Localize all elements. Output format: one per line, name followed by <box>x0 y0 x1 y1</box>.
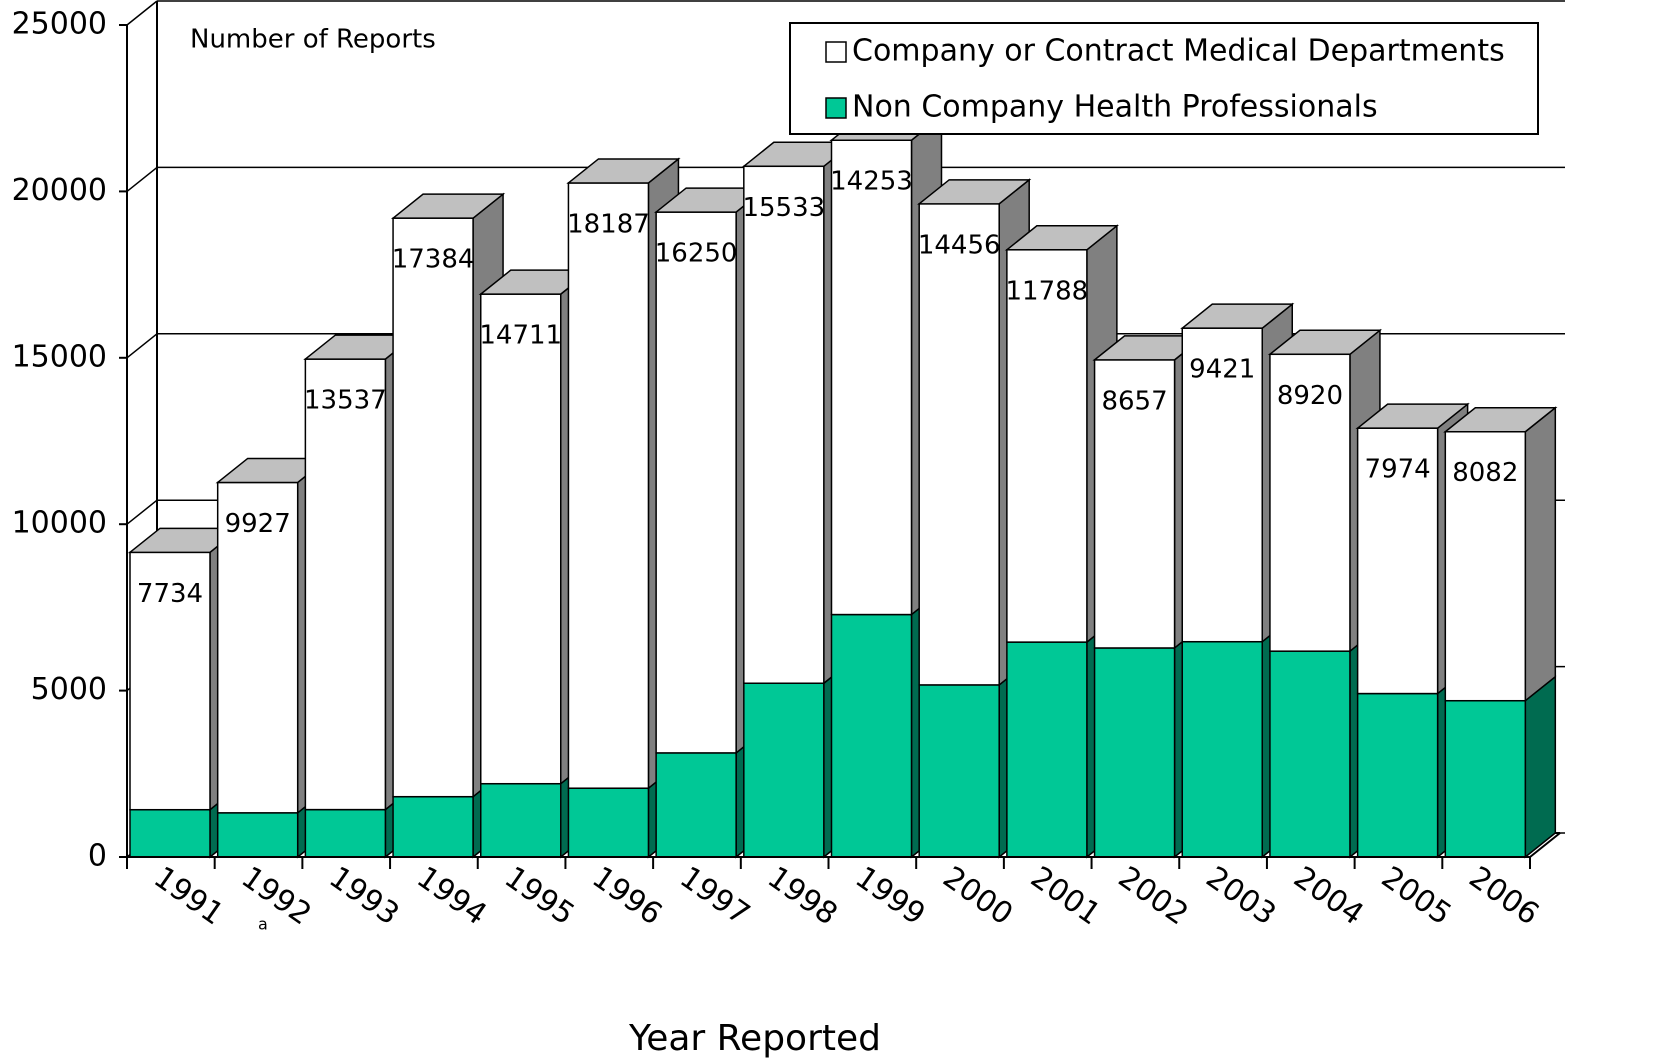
x-tick-label: 2004 <box>1287 860 1370 932</box>
bar-top <box>390 193 506 219</box>
value-label: 8082 <box>1452 458 1518 488</box>
x-tick-label: 1992 <box>235 860 318 932</box>
bar-top <box>566 158 681 184</box>
grid-line-side <box>126 499 158 525</box>
bars: 1421773413279927142413537181217384220214… <box>127 114 1558 859</box>
bar <box>1006 641 1088 858</box>
x-tick-label: 2006 <box>1463 860 1546 932</box>
value-label: 9927 <box>225 509 291 539</box>
bar <box>216 812 299 858</box>
x-tick-label: 1993 <box>323 860 406 932</box>
value-label: 18187 <box>567 209 650 239</box>
x-axis-label: Year Reported <box>628 1018 881 1059</box>
bar-top <box>1355 403 1470 429</box>
bar <box>1269 650 1351 858</box>
x-tick-label: 2002 <box>1112 860 1195 932</box>
x-tick-label: 1994 <box>410 860 493 932</box>
x-tick-label: 1998 <box>761 860 844 932</box>
x-tick-label: 2003 <box>1200 860 1283 932</box>
bar <box>830 139 913 616</box>
x-tick-label: 2005 <box>1375 860 1458 932</box>
value-label: 8920 <box>1277 381 1343 411</box>
floor-edge <box>1529 832 1561 858</box>
value-label: 8657 <box>1101 386 1167 416</box>
value-label: 11788 <box>1006 276 1089 306</box>
bar <box>304 358 387 811</box>
x-tick-label: 1991 <box>147 860 230 932</box>
bar-top <box>1180 303 1295 329</box>
bar <box>830 613 913 858</box>
legend-label: Non Company Health Professionals <box>852 90 1378 125</box>
value-label: 13537 <box>304 386 387 416</box>
bar <box>567 787 650 858</box>
y-tick-label: 5000 <box>31 672 107 707</box>
grid-line-side <box>126 0 158 26</box>
bar <box>392 217 474 798</box>
bar <box>1444 699 1527 858</box>
category-note: a <box>258 915 268 934</box>
legend-label: Company or Contract Medical Departments <box>852 34 1505 69</box>
bar <box>655 752 737 858</box>
grid-line-side <box>126 333 158 359</box>
value-label: 16250 <box>655 239 738 269</box>
bar <box>1181 640 1263 858</box>
y-tick-label: 25000 <box>12 7 107 42</box>
bar <box>918 203 1000 686</box>
value-label: 14711 <box>479 321 562 351</box>
legend: Company or Contract Medical Departments N… <box>789 22 1539 135</box>
bar <box>1269 353 1351 652</box>
bar <box>1093 647 1176 858</box>
x-tick-label: 2000 <box>936 860 1019 932</box>
bar <box>304 808 387 858</box>
bar-top <box>1004 225 1120 251</box>
bar <box>392 795 474 858</box>
x-tick-label: 1997 <box>673 860 756 932</box>
bar-segment: 8082 <box>1443 406 1558 703</box>
value-label: 7974 <box>1365 455 1431 485</box>
bar <box>1093 359 1176 649</box>
x-tick-label: 1996 <box>586 860 669 932</box>
value-label: 9421 <box>1189 355 1255 385</box>
bar-top <box>917 179 1032 205</box>
y-tick-label: 0 <box>88 839 107 874</box>
x-tick-label: 2001 <box>1024 860 1107 932</box>
bar <box>1356 692 1439 858</box>
bar <box>480 782 562 858</box>
bar <box>567 182 650 789</box>
bar <box>743 682 825 858</box>
y-tick-label: 20000 <box>12 173 107 208</box>
bar <box>480 293 562 785</box>
bar-side <box>1524 675 1557 859</box>
bar <box>655 211 737 754</box>
value-label: 15533 <box>742 193 825 223</box>
legend-box <box>789 22 1539 135</box>
value-label: 17384 <box>392 245 475 275</box>
x-tick-label: 1995 <box>498 860 581 932</box>
bar-top <box>1443 406 1558 433</box>
y-tick-label: 10000 <box>12 506 107 541</box>
grid-line-side <box>126 166 158 192</box>
bar <box>743 165 825 684</box>
y-tick-label: 15000 <box>12 339 107 374</box>
y-axis-label: Number of Reports <box>190 25 436 55</box>
value-label: 14253 <box>830 167 913 197</box>
bar <box>918 684 1000 858</box>
bar-side <box>1524 406 1557 703</box>
bar-segment: 18187 <box>566 157 681 790</box>
x-tick-label: 1999 <box>849 860 932 932</box>
bar-top <box>1267 329 1383 356</box>
bar <box>129 808 211 858</box>
bar <box>216 481 299 814</box>
value-label: 7734 <box>137 579 203 609</box>
bar <box>129 551 211 811</box>
value-label: 14456 <box>918 230 1001 260</box>
legend-swatch <box>825 41 847 63</box>
bar <box>1444 430 1527 702</box>
bar <box>1006 249 1088 643</box>
bar <box>1181 327 1263 643</box>
legend-swatch <box>825 97 847 119</box>
